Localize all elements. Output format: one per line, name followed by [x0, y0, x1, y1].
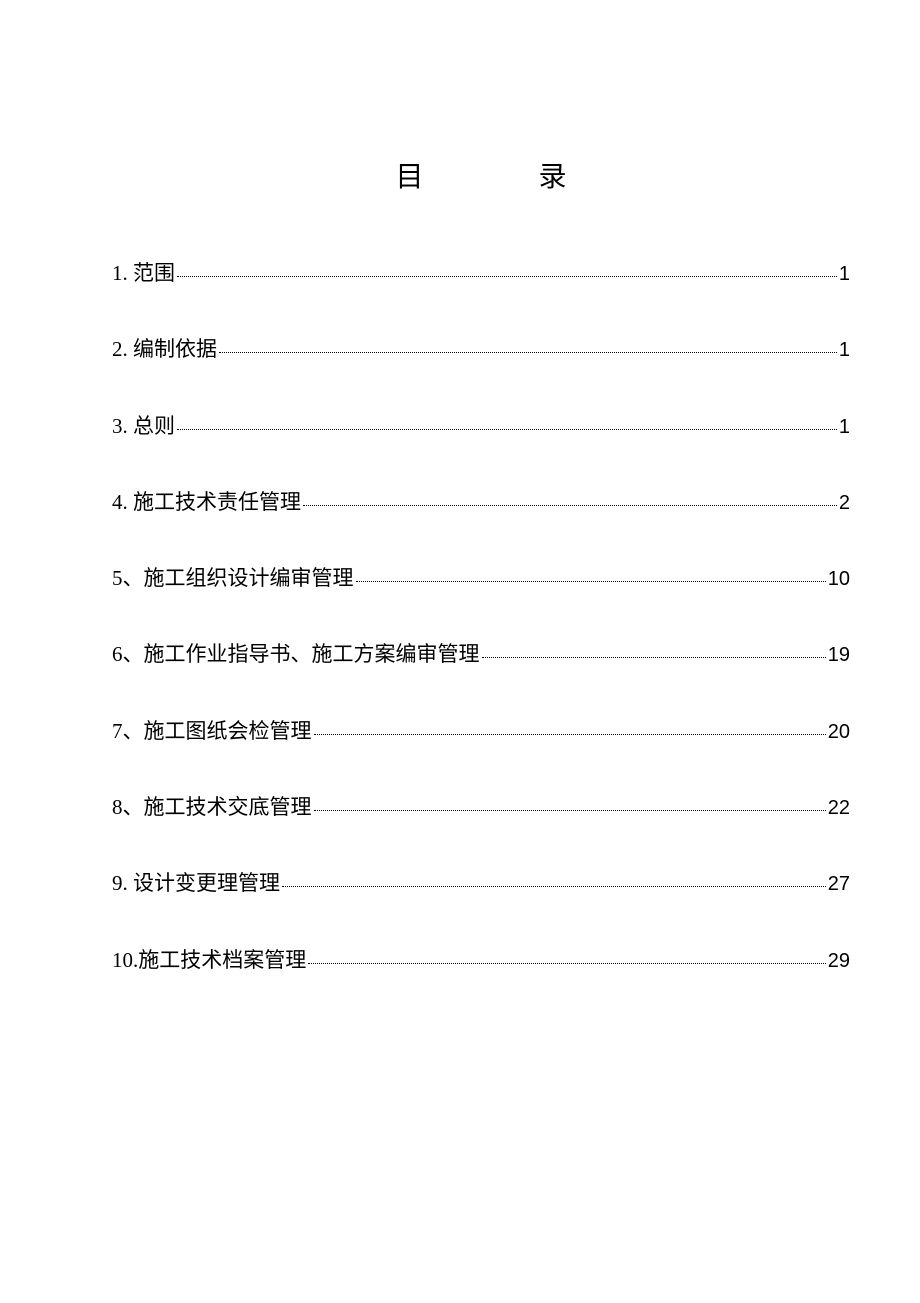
toc-list: 1. 范围 1 2. 编制依据 1 3. 总则 1 4. 施工技术责任管理 2 … — [112, 260, 850, 974]
toc-page-number: 19 — [828, 642, 850, 668]
toc-entry: 8、施工技术交底管理 22 — [112, 794, 850, 821]
toc-leader — [314, 734, 826, 735]
toc-entry: 7、施工图纸会检管理 20 — [112, 718, 850, 745]
toc-leader — [219, 352, 837, 353]
document-page: 目 录 1. 范围 1 2. 编制依据 1 3. 总则 1 4. 施工技术责任管… — [0, 0, 920, 974]
toc-label: 3. 总则 — [112, 413, 175, 440]
toc-label: 5、施工组织设计编审管理 — [112, 565, 354, 592]
toc-label: 7、施工图纸会检管理 — [112, 718, 312, 745]
toc-page-number: 29 — [828, 948, 850, 974]
toc-leader — [177, 429, 837, 430]
toc-page-number: 1 — [839, 261, 850, 287]
toc-page-number: 10 — [828, 566, 850, 592]
toc-label: 9. 设计变更理管理 — [112, 870, 280, 897]
toc-entry: 9. 设计变更理管理 27 — [112, 870, 850, 897]
toc-label: 6、施工作业指导书、施工方案编审管理 — [112, 641, 480, 668]
toc-label: 2. 编制依据 — [112, 336, 217, 363]
toc-entry: 2. 编制依据 1 — [112, 336, 850, 363]
toc-leader — [308, 963, 826, 964]
toc-label: 8、施工技术交底管理 — [112, 794, 312, 821]
toc-entry: 3. 总则 1 — [112, 413, 850, 440]
toc-leader — [177, 276, 837, 277]
toc-leader — [314, 810, 826, 811]
toc-entry: 10.施工技术档案管理 29 — [112, 947, 850, 974]
toc-page-number: 27 — [828, 871, 850, 897]
toc-entry: 4. 施工技术责任管理 2 — [112, 489, 850, 516]
toc-page-number: 20 — [828, 719, 850, 745]
toc-leader — [356, 581, 826, 582]
toc-page-number: 2 — [839, 490, 850, 516]
toc-entry: 5、施工组织设计编审管理 10 — [112, 565, 850, 592]
toc-entry: 6、施工作业指导书、施工方案编审管理 19 — [112, 641, 850, 668]
title-char-2: 录 — [539, 155, 567, 195]
toc-title: 目 录 — [112, 155, 850, 195]
toc-page-number: 22 — [828, 795, 850, 821]
toc-label: 4. 施工技术责任管理 — [112, 489, 301, 516]
toc-page-number: 1 — [839, 414, 850, 440]
toc-page-number: 1 — [839, 337, 850, 363]
title-char-1: 目 — [395, 155, 423, 195]
toc-label: 10.施工技术档案管理 — [112, 947, 306, 974]
toc-leader — [303, 505, 837, 506]
toc-label: 1. 范围 — [112, 260, 175, 287]
toc-leader — [482, 657, 826, 658]
toc-entry: 1. 范围 1 — [112, 260, 850, 287]
toc-leader — [282, 886, 826, 887]
